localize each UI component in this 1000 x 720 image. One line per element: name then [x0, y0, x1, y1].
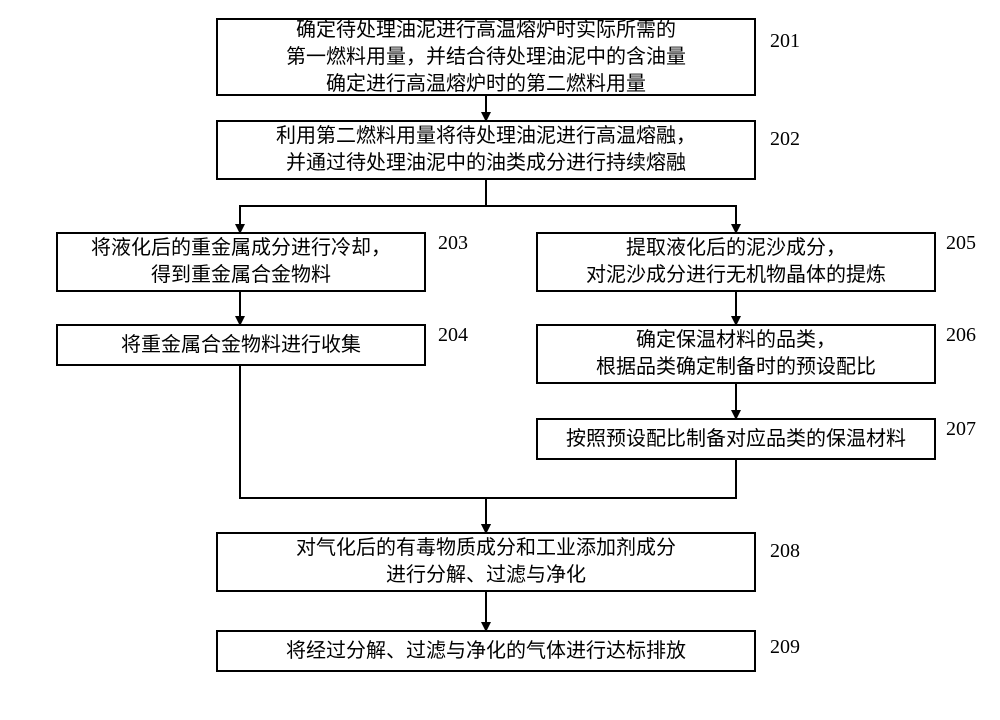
line: 并通过待处理油泥中的油类成分进行持续熔融 — [286, 152, 686, 174]
step-207-text: 按照预设配比制备对应品类的保温材料 — [566, 426, 906, 453]
line: 将重金属合金物料进行收集 — [121, 334, 361, 356]
step-204-label: 204 — [438, 324, 468, 347]
step-204: 将重金属合金物料进行收集 — [56, 324, 426, 366]
step-207: 按照预设配比制备对应品类的保温材料 — [536, 418, 936, 460]
line: 利用第二燃料用量将待处理油泥进行高温熔融， — [276, 125, 696, 147]
line: 对气化后的有毒物质成分和工业添加剂成分 — [296, 537, 676, 559]
line: 按照预设配比制备对应品类的保温材料 — [566, 428, 906, 450]
step-209-label: 209 — [770, 636, 800, 659]
step-209: 将经过分解、过滤与净化的气体进行达标排放 — [216, 630, 756, 672]
line: 将液化后的重金属成分进行冷却， — [91, 237, 391, 259]
step-208-text: 对气化后的有毒物质成分和工业添加剂成分 进行分解、过滤与净化 — [296, 535, 676, 589]
step-206: 确定保温材料的品类， 根据品类确定制备时的预设配比 — [536, 324, 936, 384]
step-203-text: 将液化后的重金属成分进行冷却， 得到重金属合金物料 — [91, 235, 391, 289]
step-205-text: 提取液化后的泥沙成分， 对泥沙成分进行无机物晶体的提炼 — [586, 235, 886, 289]
step-201: 确定待处理油泥进行高温熔炉时实际所需的 第一燃料用量，并结合待处理油泥中的含油量… — [216, 18, 756, 96]
line: 确定待处理油泥进行高温熔炉时实际所需的 — [296, 19, 676, 41]
step-202-label: 202 — [770, 128, 800, 151]
line: 根据品类确定制备时的预设配比 — [596, 356, 876, 378]
step-206-label: 206 — [946, 324, 976, 347]
line: 提取液化后的泥沙成分， — [626, 237, 846, 259]
step-202: 利用第二燃料用量将待处理油泥进行高温熔融， 并通过待处理油泥中的油类成分进行持续… — [216, 120, 756, 180]
edge — [240, 180, 486, 232]
step-208: 对气化后的有毒物质成分和工业添加剂成分 进行分解、过滤与净化 — [216, 532, 756, 592]
edge — [486, 460, 736, 532]
step-203-label: 203 — [438, 232, 468, 255]
line: 将经过分解、过滤与净化的气体进行达标排放 — [286, 640, 686, 662]
line: 得到重金属合金物料 — [151, 264, 331, 286]
step-206-text: 确定保温材料的品类， 根据品类确定制备时的预设配比 — [596, 327, 876, 381]
step-204-text: 将重金属合金物料进行收集 — [121, 332, 361, 359]
step-201-text: 确定待处理油泥进行高温熔炉时实际所需的 第一燃料用量，并结合待处理油泥中的含油量… — [286, 17, 686, 98]
step-208-label: 208 — [770, 540, 800, 563]
step-209-text: 将经过分解、过滤与净化的气体进行达标排放 — [286, 638, 686, 665]
step-207-label: 207 — [946, 418, 976, 441]
line: 确定进行高温熔炉时的第二燃料用量 — [326, 73, 646, 95]
edge — [486, 180, 736, 232]
step-203: 将液化后的重金属成分进行冷却， 得到重金属合金物料 — [56, 232, 426, 292]
step-201-label: 201 — [770, 30, 800, 53]
line: 确定保温材料的品类， — [636, 329, 836, 351]
step-205: 提取液化后的泥沙成分， 对泥沙成分进行无机物晶体的提炼 — [536, 232, 936, 292]
line: 第一燃料用量，并结合待处理油泥中的含油量 — [286, 46, 686, 68]
step-202-text: 利用第二燃料用量将待处理油泥进行高温熔融， 并通过待处理油泥中的油类成分进行持续… — [276, 123, 696, 177]
line: 对泥沙成分进行无机物晶体的提炼 — [586, 264, 886, 286]
step-205-label: 205 — [946, 232, 976, 255]
flowchart-canvas: 确定待处理油泥进行高温熔炉时实际所需的 第一燃料用量，并结合待处理油泥中的含油量… — [0, 0, 1000, 720]
edge — [240, 366, 486, 532]
line: 进行分解、过滤与净化 — [386, 564, 586, 586]
